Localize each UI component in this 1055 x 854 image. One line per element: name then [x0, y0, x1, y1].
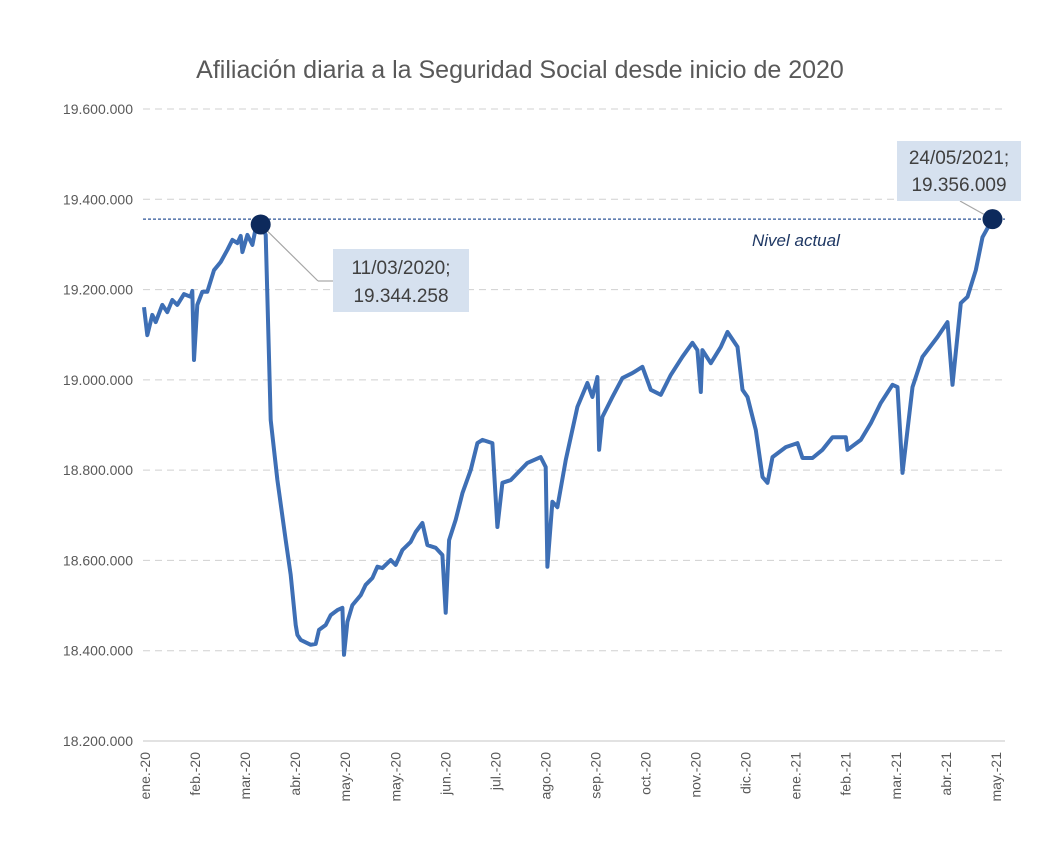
y-axis: 19.600.000 19.400.000 19.200.000 19.000.000… — [63, 101, 133, 749]
x-tick-label: nov.-20 — [688, 752, 704, 798]
callout-box — [897, 141, 1021, 201]
x-tick-label: abr.-21 — [938, 752, 954, 796]
callout-leader-line — [260, 224, 319, 282]
series-line — [142, 218, 995, 657]
x-tick-label: mar.-21 — [888, 752, 904, 800]
y-tick-label: 19.600.000 — [63, 101, 133, 117]
current-marker — [982, 209, 1003, 230]
x-tick-label: may.-20 — [387, 752, 403, 802]
y-tick-label: 18.800.000 — [63, 462, 133, 478]
callout-value: 19.356.009 — [911, 175, 1006, 196]
x-tick-label: dic.-20 — [738, 752, 754, 794]
x-tick-label: feb.-20 — [187, 752, 203, 796]
x-tick-label: may.-21 — [988, 752, 1004, 802]
y-tick-label: 19.000.000 — [63, 372, 133, 388]
gridlines — [143, 108, 1005, 742]
x-tick-label: sep.-20 — [587, 752, 603, 799]
x-tick-label: oct.-20 — [638, 752, 654, 795]
callout-date: 24/05/2021; — [909, 148, 1009, 169]
x-tick-label: jul.-20 — [487, 752, 503, 791]
x-tick-label: may.-20 — [337, 752, 353, 802]
x-tick-label: abr.-20 — [287, 752, 303, 796]
chart-title: Afiliación diaria a la Seguridad Social … — [196, 56, 844, 84]
callout-value: 19.344.258 — [353, 286, 448, 307]
x-tick-label: feb.-21 — [838, 752, 854, 796]
callout-date: 11/03/2020; — [352, 258, 451, 279]
y-tick-label: 18.600.000 — [63, 552, 133, 568]
y-tick-label: 19.200.000 — [63, 282, 133, 298]
x-tick-label: ago.-20 — [537, 752, 553, 800]
x-tick-label: mar.-20 — [237, 752, 253, 800]
reference-line-label: Nivel actual — [752, 231, 841, 250]
y-tick-label: 18.200.000 — [63, 733, 133, 749]
x-axis: ene.-20 feb.-20 mar.-20 abr.-20 may.-20 may.-… — [137, 752, 1004, 802]
y-tick-label: 18.400.000 — [63, 643, 133, 659]
peak-marker — [250, 214, 271, 235]
x-tick-label: jun.-20 — [437, 752, 453, 796]
callout-box — [333, 249, 469, 312]
callout-peak-2020: 11/03/2020; 19.344.258 — [250, 214, 469, 312]
callout-current: 24/05/2021; 19.356.009 — [897, 141, 1021, 230]
y-tick-label: 19.400.000 — [63, 191, 133, 207]
x-tick-label: ene.-20 — [137, 752, 153, 800]
x-tick-label: ene.-21 — [788, 752, 804, 800]
